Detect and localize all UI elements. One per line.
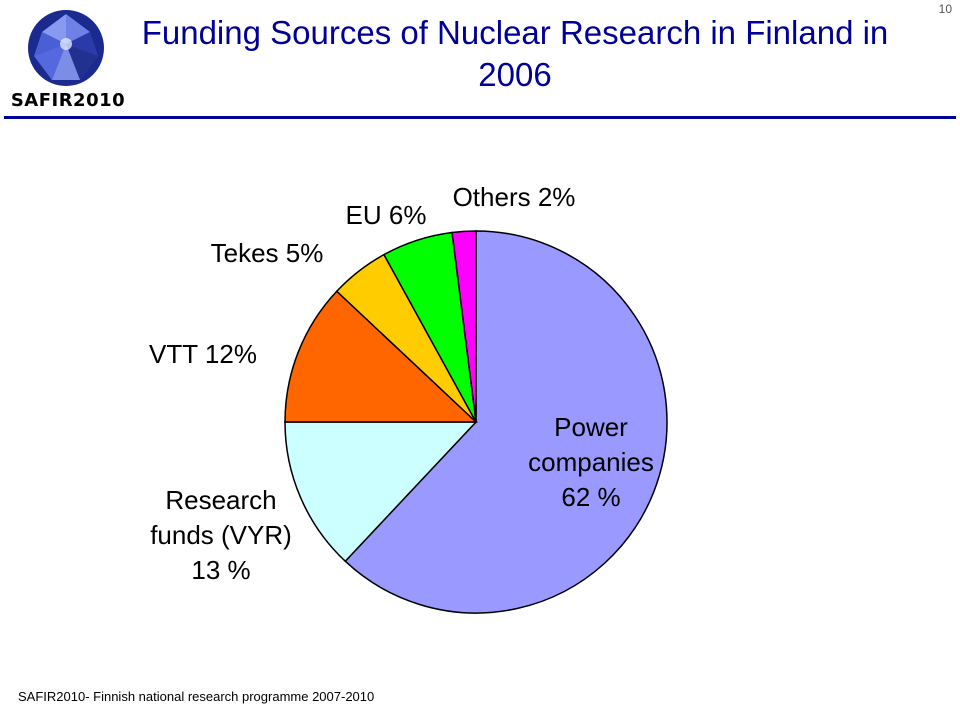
pie-slice-5 <box>451 230 477 423</box>
slice-label-0: Power companies 62 % <box>528 412 654 512</box>
page-title: Funding Sources of Nuclear Research in F… <box>141 14 889 93</box>
footer-text: SAFIR2010- Finnish national research pro… <box>18 689 375 704</box>
pie-slice-2 <box>284 290 478 423</box>
pie-slice-0 <box>344 230 668 614</box>
slice-label-2: VTT 12% <box>149 339 257 369</box>
slice-label-5: Others 2% <box>453 182 576 212</box>
logo-text: SAFIR2010 <box>10 90 126 111</box>
slice-label-3: Tekes 5% <box>211 238 324 268</box>
pie-slice-1 <box>284 421 478 563</box>
slice-label-4: EU 6% <box>346 200 427 230</box>
header-divider <box>4 116 956 119</box>
safir-logo: SAFIR2010 <box>6 4 126 116</box>
diamond-logo-icon <box>28 10 104 86</box>
page-number: 10 <box>938 2 952 16</box>
slice-label-1: Research funds (VYR) 13 % <box>150 485 292 585</box>
